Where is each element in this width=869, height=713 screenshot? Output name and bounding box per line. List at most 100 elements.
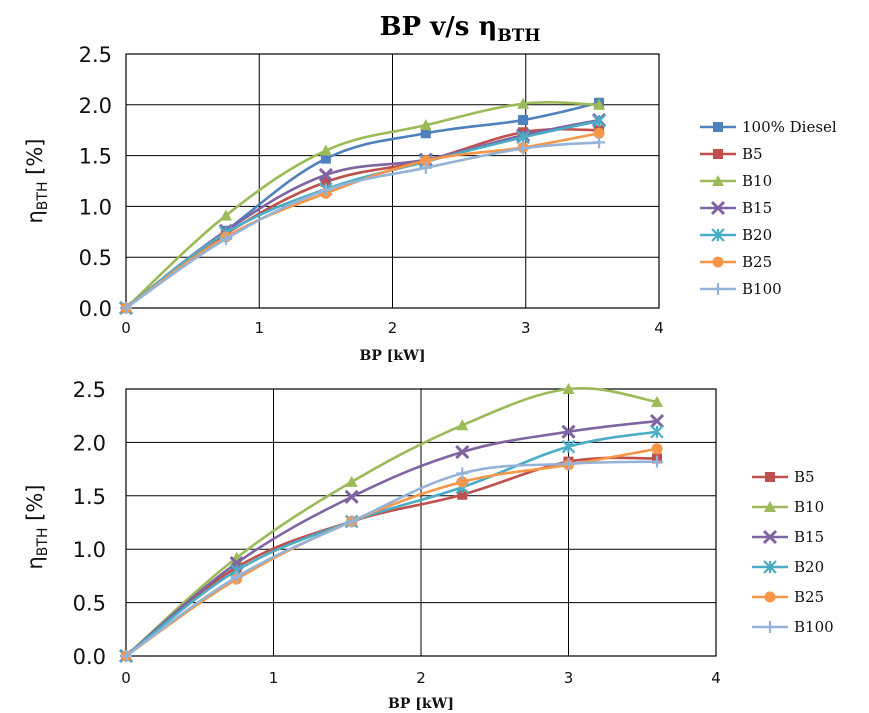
- data-point: [344, 489, 359, 504]
- y-tick-label: 1.5: [79, 145, 112, 169]
- x-tick-label: 1: [269, 669, 279, 687]
- legend-item: B15: [752, 528, 824, 546]
- legend-label: B20: [742, 226, 772, 244]
- y-tick-label: 2.0: [79, 94, 112, 118]
- legend-item: B5: [700, 145, 763, 163]
- data-point: [320, 153, 331, 164]
- data-point: [561, 424, 576, 439]
- legend-label: B15: [742, 199, 772, 217]
- y-axis-title-unit: [%]: [23, 138, 47, 181]
- series-line: [125, 430, 658, 658]
- data-point: [562, 383, 575, 394]
- y-tick-label: 1.0: [79, 195, 112, 219]
- data-point: [562, 457, 575, 470]
- legend-swatch-marker: [713, 149, 723, 159]
- legend-swatch-marker: [712, 175, 724, 186]
- data-point: [456, 467, 469, 480]
- legend: 100% Diesel B5 B10 B15 B20 B25 B100: [700, 118, 837, 298]
- legend-swatch-marker: [765, 472, 775, 482]
- series-line: [125, 456, 658, 658]
- y-tick-label: 0.5: [73, 592, 106, 616]
- data-point: [516, 130, 530, 145]
- legend-label: B10: [794, 498, 824, 516]
- legend-label: B15: [794, 528, 824, 546]
- data-point: [651, 443, 663, 455]
- legend-item: B100: [752, 618, 834, 636]
- data-point: [651, 455, 663, 468]
- y-axis-title: ηBTH [%]: [23, 138, 51, 223]
- legend-item: B5: [752, 468, 815, 486]
- data-point: [320, 177, 331, 188]
- y-axis-title: ηBTH [%]: [23, 484, 51, 569]
- legend-swatch-marker: [713, 122, 723, 132]
- x-axis-title: BP [kW]: [388, 696, 454, 712]
- x-tick-label: 3: [521, 319, 531, 337]
- legend-swatch-marker: [710, 200, 726, 216]
- legend-swatch-marker: [764, 591, 776, 603]
- y-tick-label: 0.5: [79, 246, 112, 270]
- x-tick-label: 2: [388, 319, 398, 337]
- data-point: [593, 127, 605, 139]
- series-b100: [120, 136, 606, 314]
- data-point: [120, 302, 132, 314]
- y-tick-label: 1.0: [73, 538, 106, 562]
- y-tick-label: 2.5: [73, 378, 106, 402]
- data-point: [219, 209, 232, 221]
- legend: B5 B10 B15 B20 B25 B100: [752, 468, 834, 636]
- series-b20: [119, 424, 664, 663]
- legend-swatch-marker: [764, 621, 776, 633]
- legend-label: B100: [742, 280, 782, 298]
- data-point: [517, 97, 530, 109]
- legend-item: 100% Diesel: [700, 118, 837, 136]
- data-point: [649, 413, 665, 429]
- legend-item: B10: [752, 498, 824, 516]
- y-axis-title-main: η: [23, 210, 47, 223]
- chart-title-main: BP v/s η: [380, 12, 498, 42]
- data-point: [650, 424, 664, 439]
- y-tick-label: 0.0: [73, 645, 106, 669]
- data-point: [593, 98, 606, 110]
- data-point: [319, 144, 332, 156]
- x-axis-title: BP [kW]: [360, 348, 426, 364]
- data-point: [456, 419, 469, 431]
- y-axis-title-subscript: BTH: [35, 528, 51, 557]
- chart-1: 0.0 0.5 1.0 1.5 2.0 2.5 0 1 2 3 4 BP [kW] ηBTH [%…: [23, 43, 837, 364]
- y-tick-label: 2.5: [79, 43, 112, 67]
- y-tick-label: 2.0: [73, 431, 106, 455]
- x-tick-label: 2: [416, 669, 426, 687]
- legend-swatch-marker: [762, 529, 778, 545]
- series-b10: [120, 383, 663, 661]
- x-tick-label: 0: [121, 319, 131, 337]
- chart-title-subscript: BTH: [497, 26, 540, 46]
- x-tick-label: 4: [654, 319, 664, 337]
- legend-swatch-marker: [763, 560, 777, 574]
- legend-label: 100% Diesel: [742, 118, 837, 136]
- data-point: [593, 136, 606, 149]
- y-axis-title-unit: [%]: [23, 484, 47, 527]
- legend-item: B15: [700, 199, 772, 217]
- y-tick-label: 0.0: [79, 297, 112, 321]
- data-point: [318, 167, 333, 182]
- chart-2: 0.0 0.5 1.0 1.5 2.0 2.5 0 1 2 3 4 BP [kW] ηBTH [%…: [23, 378, 834, 712]
- series-b25: [120, 443, 663, 662]
- series-line: [125, 131, 600, 310]
- data-point: [420, 155, 432, 167]
- legend-item: B25: [752, 588, 824, 606]
- legend-item: B20: [752, 558, 824, 576]
- series-b100: [120, 455, 663, 662]
- y-axis-title-main: η: [23, 556, 47, 569]
- data-point: [592, 114, 606, 128]
- x-tick-label: 1: [254, 319, 264, 337]
- series-line: [125, 386, 658, 657]
- legend-swatch-marker: [712, 256, 724, 268]
- y-tick-label: 1.5: [73, 485, 106, 509]
- data-point: [230, 570, 243, 583]
- data-point: [455, 444, 470, 460]
- y-axis-title-subscript: BTH: [35, 182, 51, 211]
- legend-item: B20: [700, 226, 772, 244]
- data-point: [419, 119, 432, 131]
- data-point: [518, 115, 529, 126]
- data-point: [420, 128, 431, 139]
- series-line: [125, 447, 658, 658]
